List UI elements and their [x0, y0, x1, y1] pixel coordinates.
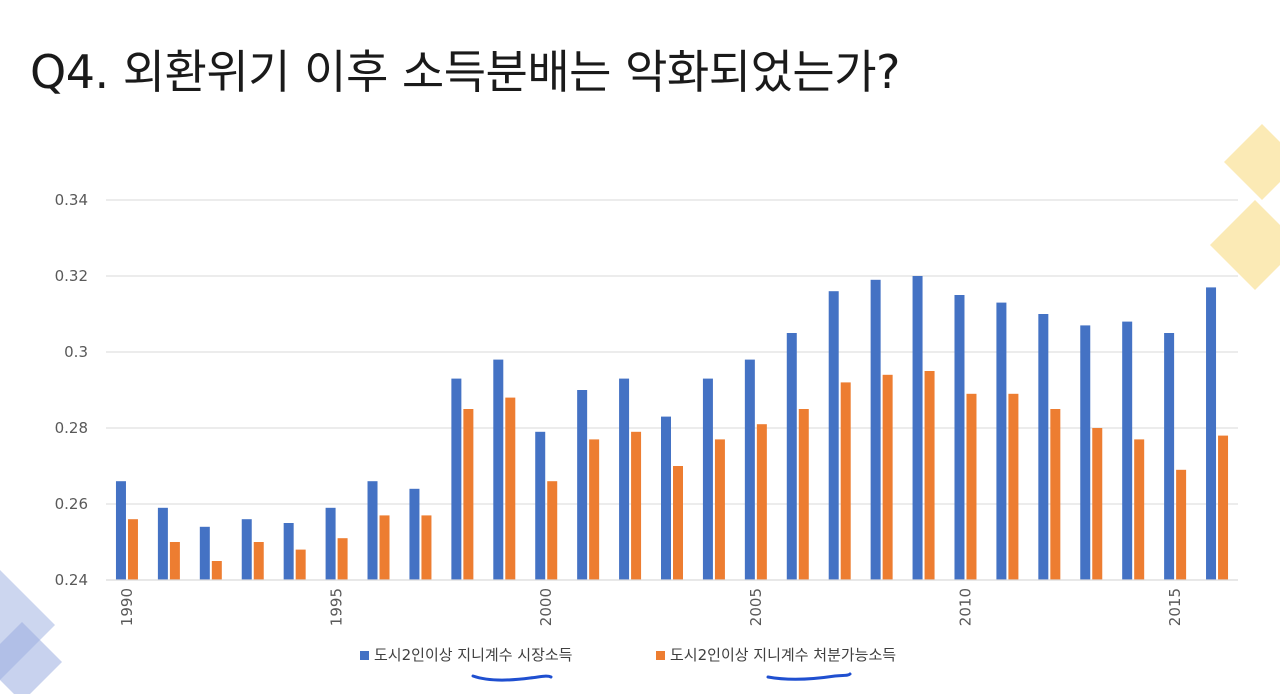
bar-disposable-2006	[798, 409, 809, 580]
bar-market-2001	[577, 390, 588, 580]
x-tick-label: 2010	[956, 588, 974, 626]
y-axis: 0.24 0.26 0.28 0.3 0.32 0.34	[55, 191, 88, 589]
bar-market-1993	[241, 519, 252, 580]
bar-disposable-2002	[631, 431, 642, 580]
bar-market-2016	[1206, 287, 1217, 580]
bar-disposable-1996	[379, 515, 390, 580]
bar-market-2007	[828, 291, 839, 580]
bar-market-1998	[451, 378, 462, 580]
pen-underline-1	[471, 674, 553, 682]
bar-disposable-1998	[463, 409, 474, 580]
decor-bottom-left	[0, 570, 62, 694]
x-tick-label: 1990	[118, 588, 136, 626]
bar-disposable-2007	[840, 382, 851, 580]
bar-disposable-2011	[1008, 393, 1019, 580]
y-tick-label: 0.24	[55, 571, 88, 589]
bar-market-1997	[409, 488, 420, 580]
bar-disposable-2013	[1092, 428, 1103, 580]
bar-market-2012	[1038, 314, 1049, 580]
bar-disposable-2003	[673, 466, 683, 580]
decor-diamond-yellow-small	[1210, 200, 1280, 290]
bar-disposable-2009	[924, 371, 935, 580]
bar-disposable-1993	[253, 542, 264, 580]
bar-disposable-1999	[505, 397, 516, 580]
bar-disposable-2015	[1176, 469, 1187, 580]
bar-disposable-1991	[169, 542, 180, 580]
legend-label-market: 도시2인이상 지니계수 시장소득	[374, 646, 573, 664]
bar-disposable-2008	[882, 374, 893, 580]
bar-disposable-1990	[127, 519, 138, 580]
bar-market-2004	[702, 378, 713, 580]
y-tick-label: 0.34	[55, 191, 88, 209]
bar-disposable-2016	[1218, 435, 1229, 580]
legend-label-disposable: 도시2인이상 지니계수 처분가능소득	[670, 646, 896, 664]
bar-market-2002	[619, 378, 630, 580]
legend-swatch-market	[360, 651, 369, 660]
pen-underline-2	[766, 672, 852, 681]
y-tick-label: 0.28	[55, 419, 88, 437]
decor-diamond-blue-small	[0, 622, 62, 694]
bar-disposable-2012	[1050, 409, 1061, 580]
y-tick-label: 0.26	[55, 495, 88, 513]
slide-title: Q4. 외환위기 이후 소득분배는 악화되었는가?	[30, 45, 900, 99]
bar-disposable-2014	[1134, 439, 1145, 580]
bar-market-2009	[912, 276, 923, 580]
bar-disposable-2000	[547, 481, 558, 580]
bar-market-2000	[535, 431, 546, 580]
bar-market-2010	[954, 295, 965, 580]
x-tick-label: 2015	[1166, 588, 1184, 626]
bar-market-2003	[661, 416, 671, 580]
decor-diamond-yellow-large	[1224, 124, 1280, 200]
bar-market-2011	[996, 302, 1007, 580]
x-tick-label: 2000	[537, 588, 555, 626]
bar-disposable-1995	[337, 538, 348, 580]
bar-market-2005	[744, 359, 755, 580]
bar-disposable-1992	[211, 561, 222, 580]
bar-market-1995	[325, 507, 336, 580]
bar-market-2006	[786, 333, 797, 580]
bar-market-1999	[493, 359, 504, 580]
bar-market-2008	[870, 279, 881, 580]
y-tick-label: 0.3	[64, 343, 88, 361]
bar-disposable-1994	[295, 549, 306, 580]
bar-market-1991	[157, 507, 168, 580]
pen-annotations	[471, 672, 852, 682]
bar-disposable-2001	[589, 439, 600, 580]
bar-market-2015	[1164, 333, 1175, 580]
bar-disposable-2010	[966, 393, 977, 580]
x-tick-label: 2005	[747, 588, 765, 626]
y-tick-label: 0.32	[55, 267, 88, 285]
bars	[115, 276, 1229, 580]
bar-disposable-2005	[756, 424, 767, 580]
bar-market-1994	[283, 523, 294, 580]
decor-top-right	[1210, 124, 1280, 290]
bar-disposable-2004	[714, 439, 725, 580]
legend-swatch-disposable	[656, 651, 665, 660]
bar-market-2014	[1122, 321, 1133, 580]
x-axis: 1990 1995 2000 2005 2010 2015	[118, 588, 1184, 626]
bar-disposable-1997	[421, 515, 432, 580]
bar-market-1996	[367, 481, 378, 580]
legend: 도시2인이상 지니계수 시장소득 도시2인이상 지니계수 처분가능소득	[360, 646, 896, 664]
bar-market-2013	[1080, 325, 1091, 580]
gridlines	[106, 199, 1238, 505]
x-tick-label: 1995	[328, 588, 346, 626]
bar-market-1992	[199, 526, 210, 580]
bar-market-1990	[115, 481, 126, 580]
